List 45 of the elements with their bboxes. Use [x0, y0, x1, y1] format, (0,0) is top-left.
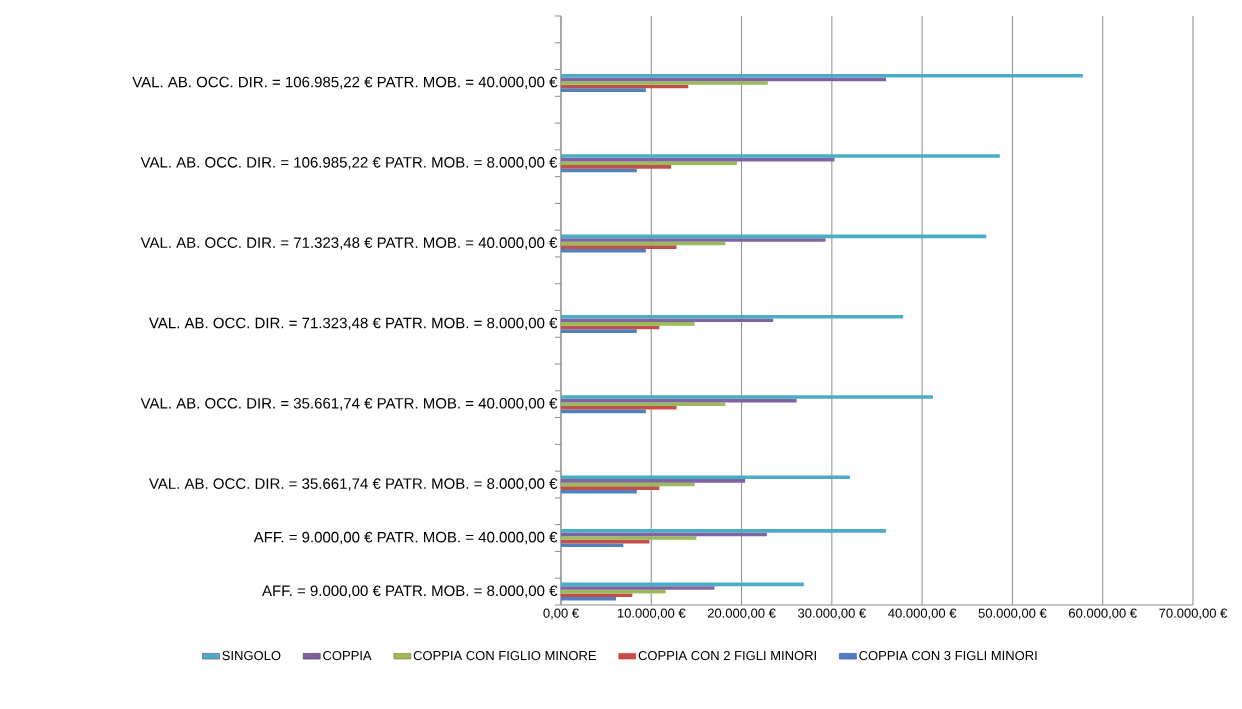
bar [561, 405, 677, 410]
x-tick-label: 60.000,00 € [1069, 608, 1137, 620]
bar [561, 154, 1000, 158]
legend-label: COPPIA CON 3 FIGLI MINORI [859, 650, 1037, 661]
bar [561, 593, 633, 597]
bar [561, 165, 672, 169]
bar [561, 318, 774, 323]
bar [561, 329, 637, 333]
y-tick-label: VAL. AB. OCC. DIR. = 71.323,48 € PATR. MOB. = 8.000,00 € [149, 317, 558, 331]
x-tick-label: 10.000,00 € [617, 608, 686, 620]
y-tick-label: VAL. AB. OCC. DIR. = 35.661,74 € PATR. MOB. = 40.000,00 € [140, 397, 558, 411]
bar [561, 529, 887, 533]
y-tick-label: VAL. AB. OCC. DIR. = 106.985,22 € PATR. MOB. = 8.000,00 € [140, 157, 558, 170]
legend-label: COPPIA [323, 650, 372, 661]
bar [561, 81, 768, 85]
x-tick-label: 30.000,00 € [798, 608, 866, 620]
y-tick-label: VAL. AB. OCC. DIR. = 71.323,48 € PATR. MOB. = 40.000,00 € [140, 237, 558, 250]
x-tick-label: 0,00 € [543, 608, 579, 620]
legend-label: SINGOLO [222, 650, 281, 661]
y-tick-label: AFF. = 9.000,00 € PATR. MOB. = 40.000,00 € [253, 531, 558, 545]
bar [561, 479, 746, 483]
y-tick-label: VAL. AB. OCC. DIR. = 106.985,22 € PATR. MOB. = 40.000,00 € [132, 76, 558, 90]
bar [561, 402, 726, 406]
y-tick-label: AFF. = 9.000,00 € PATR. MOB. = 8.000,00 € [262, 585, 558, 598]
bar [561, 486, 660, 490]
bar [561, 73, 1083, 78]
bar [561, 248, 646, 253]
bar [561, 322, 695, 326]
legend-label: COPPIA CON FIGLIO MINORE [413, 650, 596, 661]
bar [561, 586, 715, 590]
x-tick-label: 50.000,00 € [978, 608, 1047, 620]
y-tick-label: VAL. AB. OCC. DIR. = 35.661,74 € PATR. MOB. = 8.000,00 € [149, 478, 558, 491]
x-tick-label: 20.000,00 € [707, 608, 776, 620]
legend-label: COPPIA CON 2 FIGLI MINORI [638, 650, 816, 661]
x-tick-label: 40.000,00 € [888, 608, 957, 620]
bar [561, 238, 826, 242]
x-tick-label: 70.000,00 € [1159, 608, 1228, 620]
bar [561, 161, 738, 166]
bar [561, 395, 933, 399]
bar [561, 543, 624, 548]
bar [561, 245, 677, 249]
bar [561, 88, 646, 92]
bar [561, 536, 697, 540]
bar [561, 597, 617, 601]
bar [561, 489, 637, 494]
